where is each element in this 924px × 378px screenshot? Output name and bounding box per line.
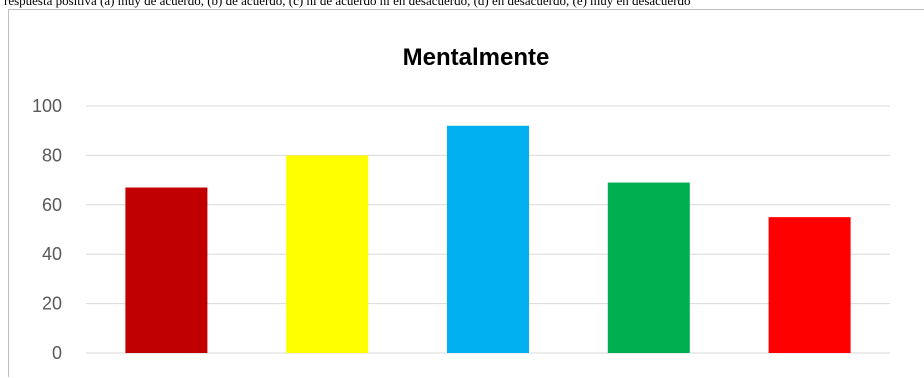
bar (286, 155, 369, 353)
y-tick-label: 0 (52, 343, 62, 363)
y-tick-label: 40 (42, 244, 62, 264)
y-axis-ticks: 0 20 40 60 80 100 (32, 96, 62, 363)
bar (125, 187, 208, 353)
header-text: respuesta positiva (a) muy de acuerdo, (… (4, 0, 691, 8)
bars (125, 125, 851, 353)
bar (768, 217, 851, 353)
bar-chart: Mentalmente 0 20 40 60 80 100 (32, 44, 890, 363)
y-tick-label: 20 (42, 294, 62, 314)
bar (446, 125, 530, 353)
page-header-fragment: respuesta positiva (a) muy de acuerdo, (… (0, 0, 924, 8)
y-tick-label: 100 (32, 96, 62, 116)
y-tick-label: 80 (42, 145, 62, 165)
chart-frame: Mentalmente 0 20 40 60 80 100 (8, 9, 924, 377)
chart-title: Mentalmente (403, 44, 550, 71)
y-tick-label: 60 (42, 195, 62, 215)
bar (607, 182, 690, 353)
